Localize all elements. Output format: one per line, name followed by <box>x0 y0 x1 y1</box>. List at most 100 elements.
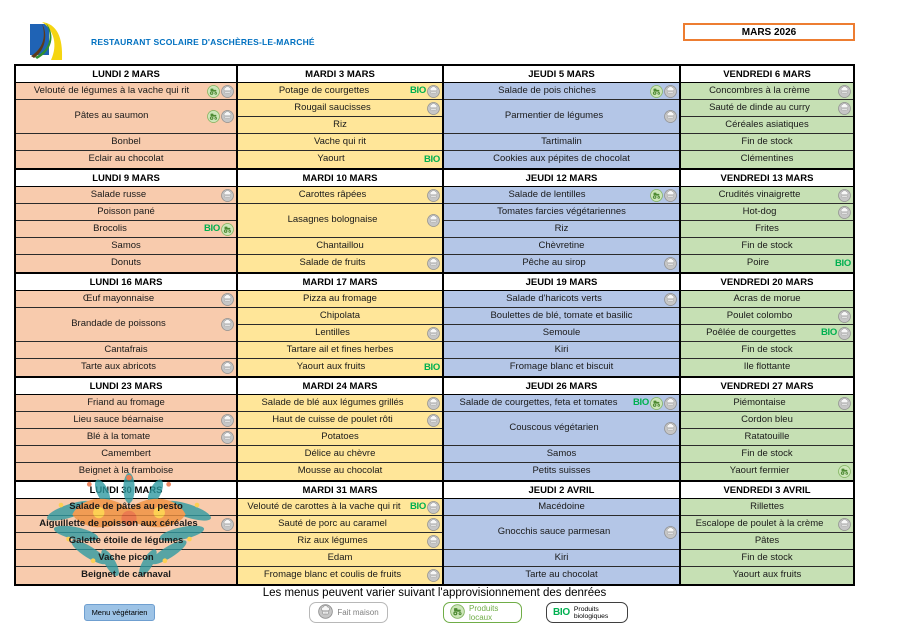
menu-item: Yaourt aux fruits BIO <box>238 359 442 376</box>
menu-item-label: Potatoes <box>321 430 359 442</box>
menu-item-label: Galette étoile de légumes <box>68 534 184 546</box>
menu-item: Fin de stock <box>681 446 853 463</box>
menu-item-label: Beignet de carnaval <box>81 569 171 581</box>
tractor-icon <box>207 84 220 98</box>
menu-item: Fin de stock <box>681 134 853 151</box>
menu-item-label: Pêche au sirop <box>522 257 586 269</box>
menu-item: Hot-dog <box>681 204 853 221</box>
menu-item-icons <box>221 292 236 306</box>
menu-item-label: Pâtes au saumon <box>74 110 149 122</box>
menu-item: Friand au fromage <box>16 395 236 412</box>
menu-item: Edam <box>238 550 442 567</box>
chef-hat-icon <box>318 604 334 621</box>
menu-item: Kiri <box>444 342 679 359</box>
chef-hat-icon <box>221 292 234 306</box>
menu-item: Donuts <box>16 255 236 272</box>
menu-item: Ratatouille <box>681 429 853 446</box>
menu-item: Délice au chèvre <box>238 446 442 463</box>
day-column-friday: VENDREDI 13 MARS Crudités vinaigrette Hot-… <box>681 170 853 272</box>
menu-item-label: Velouté de légumes à la vache qui rit <box>33 84 190 96</box>
menu-item: Poire BIO <box>681 255 853 272</box>
menu-item: Beignet à la framboise <box>16 463 236 480</box>
menu-item-label: Hot-dog <box>742 205 777 217</box>
menu-item-label: Chantaillou <box>316 239 364 251</box>
bio-badge: BIO <box>835 257 851 269</box>
day-header: VENDREDI 6 MARS <box>681 66 853 83</box>
chef-hat-icon <box>318 604 334 619</box>
page-title: RESTAURANT SCOLAIRE D'ASCHÈRES-LE-MARCHÉ <box>91 37 315 47</box>
menu-item-label: Yaourt fermier <box>729 465 790 477</box>
day-column-thursday: JEUDI 19 MARS Salade d'haricots verts Boul… <box>444 274 681 376</box>
menu-item: Piémontaise <box>681 395 853 412</box>
menu-item-label: Riz <box>333 118 347 130</box>
chef-hat-icon <box>427 396 440 410</box>
menu-item-icons <box>221 413 236 427</box>
menu-item-label: Lentilles <box>315 326 350 338</box>
menu-item-icons <box>207 110 236 123</box>
day-column-friday: VENDREDI 6 MARS Concombres à la crème Saut… <box>681 66 853 168</box>
menu-item-icons <box>221 318 236 331</box>
menu-item: Camembert <box>16 446 236 463</box>
menu-item: Cordon bleu <box>681 412 853 429</box>
menu-item: Salade de lentilles <box>444 187 679 204</box>
menu-item-icons <box>221 517 236 531</box>
menu-item-icons <box>838 465 853 478</box>
menu-item: Tarte aux abricots <box>16 359 236 376</box>
bio-badge: BIO <box>553 606 570 618</box>
tractor-icon <box>838 465 851 478</box>
chef-hat-icon <box>427 84 440 98</box>
menu-item: Escalope de poulet à la crème <box>681 516 853 533</box>
day-column-friday: VENDREDI 3 AVRIL Rillettes Escalope de pou… <box>681 482 853 584</box>
menu-item-icons <box>838 84 853 98</box>
menu-item: Pâtes <box>681 533 853 550</box>
menu-item: Yaourt aux fruits <box>681 567 853 584</box>
menu-item: Fromage blanc et coulis de fruits <box>238 567 442 584</box>
menu-item: Haut de cuisse de poulet rôti <box>238 412 442 429</box>
menu-item-label: Petits suisses <box>532 465 591 477</box>
chef-hat-icon <box>221 517 234 531</box>
menu-item-label: Tartare ail et fines herbes <box>286 343 394 355</box>
menu-item-label: Kiri <box>554 343 569 355</box>
menu-item-label: Vache picon <box>98 551 154 563</box>
day-header: LUNDI 30 MARS <box>16 482 236 499</box>
menu-item-icons <box>838 309 853 323</box>
menu-item: Cookies aux pépites de chocolat <box>444 151 679 168</box>
menu-item-icons: BIO <box>410 84 442 98</box>
day-column-thursday: JEUDI 2 AVRIL Macédoine Gnocchis sauce par… <box>444 482 681 584</box>
chef-hat-icon <box>221 84 234 98</box>
menu-item-label: Salade de pâtes au pesto <box>69 500 183 512</box>
menu-item: Ile flottante <box>681 359 853 376</box>
menu-item: Potage de courgettes BIO <box>238 83 442 100</box>
menu-item: Velouté de légumes à la vache qui rit <box>16 83 236 100</box>
menu-item-label: Lieu sauce béarnaise <box>73 413 164 425</box>
day-header: JEUDI 12 MARS <box>444 170 679 187</box>
menu-item: Rillettes <box>681 499 853 516</box>
menu-item-label: Brandade de poissons <box>71 318 166 330</box>
menu-item-label: Salade de courgettes, feta et tomates <box>459 396 618 408</box>
chef-hat-icon <box>427 101 440 115</box>
chef-hat-icon <box>838 517 851 531</box>
chef-hat-icon <box>427 517 440 531</box>
menu-item: Chantaillou <box>238 238 442 255</box>
menu-item-label: Parmentier de légumes <box>504 110 604 122</box>
menu-item-label: Tartimalin <box>541 135 582 147</box>
bio-badge: BIO <box>424 361 440 373</box>
menu-item-icons <box>838 188 853 202</box>
menu-item: Vache qui rit <box>238 134 442 151</box>
day-column-monday: LUNDI 9 MARS Salade russe Poisson pané Broc… <box>16 170 238 272</box>
menu-item-label: Yaourt aux fruits <box>296 361 366 373</box>
menu-item-label: Poulet colombo <box>726 309 793 321</box>
chef-hat-icon <box>664 526 677 539</box>
chef-hat-icon <box>838 101 851 115</box>
menu-item-label: Semoule <box>542 326 581 338</box>
menu-item-label: Donuts <box>110 257 142 269</box>
menu-item-label: Rougail saucisses <box>294 101 371 113</box>
menu-item: Riz aux légumes <box>238 533 442 550</box>
menu-item-label: Eclair au chocolat <box>88 153 164 165</box>
day-header: JEUDI 2 AVRIL <box>444 482 679 499</box>
menu-item-icons <box>427 326 442 340</box>
school-logo <box>30 22 63 60</box>
menu-item-label: Cantafrais <box>104 343 148 355</box>
menu-item: Pizza au fromage <box>238 291 442 308</box>
menu-item-icons <box>427 257 442 270</box>
